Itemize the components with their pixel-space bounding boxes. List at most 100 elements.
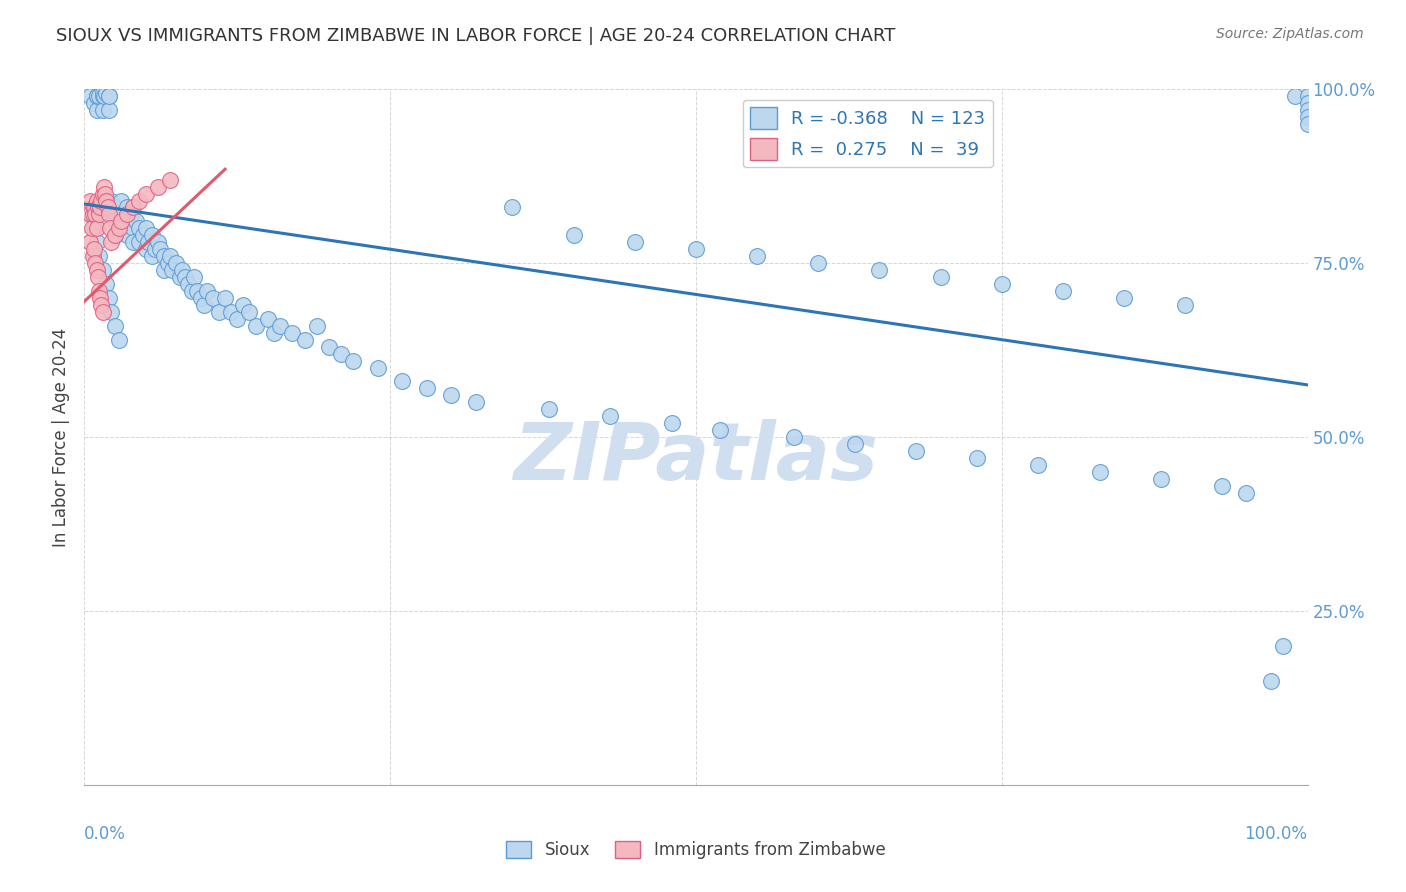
Point xyxy=(464,395,486,409)
Point xyxy=(83,201,105,215)
Point xyxy=(214,291,236,305)
Point xyxy=(1284,89,1306,103)
Point xyxy=(128,235,150,250)
Text: Source: ZipAtlas.com: Source: ZipAtlas.com xyxy=(1216,27,1364,41)
Point xyxy=(141,249,163,263)
Point xyxy=(257,311,280,326)
Point xyxy=(416,381,439,395)
Point xyxy=(135,242,157,256)
Point xyxy=(128,221,150,235)
Point xyxy=(195,284,218,298)
Point xyxy=(110,207,132,221)
Point xyxy=(79,207,101,221)
Point xyxy=(905,444,928,458)
Point xyxy=(156,256,179,270)
Point xyxy=(159,249,181,263)
Point xyxy=(1296,103,1319,117)
Point xyxy=(159,172,181,186)
Point xyxy=(367,360,389,375)
Text: 0.0%: 0.0% xyxy=(84,825,127,843)
Point xyxy=(97,89,120,103)
Point xyxy=(136,235,159,250)
Point xyxy=(391,375,413,389)
Point xyxy=(153,249,176,263)
Point xyxy=(440,388,463,402)
Point xyxy=(90,194,112,208)
Point xyxy=(146,179,169,194)
Point xyxy=(305,318,328,333)
Point xyxy=(153,263,176,277)
Point xyxy=(201,291,224,305)
Point xyxy=(990,277,1012,291)
Point xyxy=(100,305,122,319)
Point xyxy=(97,201,120,215)
Point xyxy=(86,221,108,235)
Point xyxy=(177,277,200,291)
Point xyxy=(172,263,194,277)
Point xyxy=(1296,89,1319,103)
Point xyxy=(1052,284,1074,298)
Point xyxy=(342,353,364,368)
Point xyxy=(86,263,108,277)
Point xyxy=(169,270,191,285)
Point xyxy=(844,437,866,451)
Point xyxy=(104,201,127,215)
Point xyxy=(91,86,114,100)
Point xyxy=(87,284,110,298)
Point xyxy=(80,221,103,235)
Point xyxy=(100,207,122,221)
Point xyxy=(112,214,135,228)
Point xyxy=(110,194,132,208)
Point xyxy=(1211,479,1233,493)
Point xyxy=(91,305,114,319)
Point xyxy=(747,249,769,263)
Point xyxy=(86,89,108,103)
Y-axis label: In Labor Force | Age 20-24: In Labor Force | Age 20-24 xyxy=(52,327,70,547)
Point xyxy=(122,201,145,215)
Point xyxy=(83,242,105,256)
Point xyxy=(128,194,150,208)
Point xyxy=(97,207,120,221)
Point xyxy=(146,235,169,250)
Point xyxy=(115,228,138,243)
Point xyxy=(173,270,195,285)
Point xyxy=(1234,485,1257,500)
Point xyxy=(245,318,267,333)
Text: SIOUX VS IMMIGRANTS FROM ZIMBABWE IN LABOR FORCE | AGE 20-24 CORRELATION CHART: SIOUX VS IMMIGRANTS FROM ZIMBABWE IN LAB… xyxy=(56,27,896,45)
Point xyxy=(330,346,353,360)
Point xyxy=(1150,472,1173,486)
Point xyxy=(82,207,104,221)
Point xyxy=(162,263,184,277)
Point xyxy=(1296,96,1319,111)
Point xyxy=(83,221,105,235)
Point xyxy=(110,214,132,228)
Point xyxy=(186,284,208,298)
Point xyxy=(1114,291,1136,305)
Point xyxy=(115,207,138,221)
Point xyxy=(181,284,204,298)
Point xyxy=(132,228,155,243)
Point xyxy=(79,194,101,208)
Point xyxy=(100,235,122,250)
Point xyxy=(84,256,107,270)
Point xyxy=(87,89,110,103)
Point xyxy=(281,326,304,340)
Point xyxy=(807,256,830,270)
Point xyxy=(86,89,108,103)
Point xyxy=(86,235,108,250)
Point xyxy=(96,86,118,100)
Legend: R = -0.368    N = 123, R =  0.275    N =  39: R = -0.368 N = 123, R = 0.275 N = 39 xyxy=(742,100,993,167)
Point xyxy=(1296,117,1319,131)
Point xyxy=(98,221,121,235)
Point xyxy=(141,228,163,243)
Point xyxy=(966,450,988,465)
Point xyxy=(165,256,187,270)
Point xyxy=(685,242,707,256)
Point xyxy=(79,207,101,221)
Point xyxy=(89,291,111,305)
Point xyxy=(599,409,621,424)
Point xyxy=(661,416,683,430)
Point xyxy=(294,333,316,347)
Point xyxy=(87,207,110,221)
Point xyxy=(87,270,110,285)
